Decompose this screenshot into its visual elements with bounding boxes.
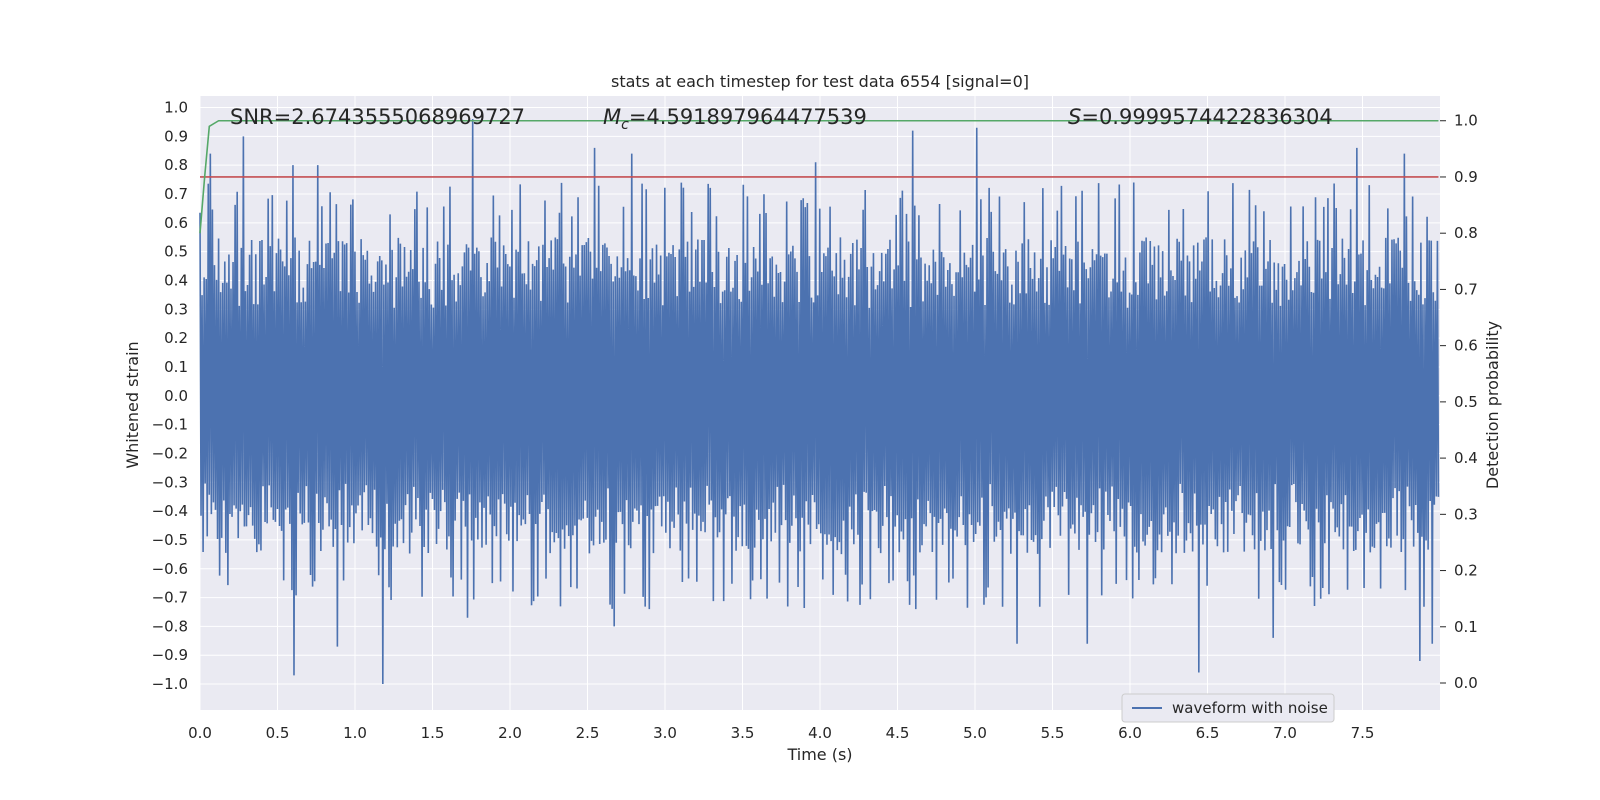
x-tick-label: 3.5 [731, 724, 755, 742]
y2-tick-label: 0.7 [1454, 280, 1478, 298]
x-axis-label: Time (s) [786, 745, 852, 764]
y-tick-label: 0.8 [164, 156, 188, 174]
y-tick-label: 0.4 [164, 271, 188, 289]
x-tick-label: 5.5 [1041, 724, 1065, 742]
x-tick-label: 6.5 [1196, 724, 1220, 742]
y2-tick-label: 0.8 [1454, 224, 1478, 242]
y-tick-label: 0.0 [164, 387, 188, 405]
y-axis-label: Whitened strain [123, 341, 142, 468]
y2-tick-label: 0.5 [1454, 393, 1478, 411]
y-tick-label: 0.3 [164, 300, 188, 318]
y2-tick-label: 0.4 [1454, 449, 1478, 467]
x-tick-label: 2.0 [498, 724, 522, 742]
x-tick-label: 1.0 [343, 724, 367, 742]
waveform-line [199, 119, 1440, 685]
chart-title: stats at each timestep for test data 655… [611, 72, 1029, 91]
x-tick-label: 3.0 [653, 724, 677, 742]
y-tick-label: −1.0 [152, 675, 188, 693]
y2-tick-label: 1.0 [1454, 112, 1478, 130]
y-tick-label: −0.9 [152, 646, 188, 664]
x-tick-label: 1.5 [421, 724, 445, 742]
y2-tick-label: 0.2 [1454, 562, 1478, 580]
y2-axis-ticks: 1.0 0.9 0.8 0.7 0.6 0.5 0.4 0.3 0.2 0.1 0.0 [1440, 112, 1478, 692]
x-tick-label: 6.0 [1118, 724, 1142, 742]
y2-tick-label: 0.3 [1454, 505, 1478, 523]
chirp-mass-annotation: Mc=4.591897964477539 [603, 105, 867, 133]
y-tick-label: 0.9 [164, 127, 188, 145]
y2-tick-label: 0.9 [1454, 168, 1478, 186]
y2-tick-label: 0.0 [1454, 674, 1478, 692]
y-tick-label: 0.2 [164, 329, 188, 347]
probability-series [199, 119, 1439, 234]
y-tick-label: −0.1 [152, 416, 188, 434]
x-tick-label: 4.0 [808, 724, 832, 742]
y-tick-label: 1.0 [164, 99, 188, 117]
x-tick-label: 7.5 [1351, 724, 1375, 742]
waveform-series [199, 119, 1440, 685]
legend-label: waveform with noise [1172, 699, 1328, 717]
y-tick-label: −0.3 [152, 473, 188, 491]
x-tick-label: 0.0 [188, 724, 212, 742]
y-tick-label: −0.5 [152, 531, 188, 549]
x-tick-label: 7.0 [1273, 724, 1297, 742]
y-axis-ticks: 1.0 0.9 0.8 0.7 0.6 0.5 0.4 0.3 0.2 0.1 0.0 −0.1 −0.… [152, 99, 188, 694]
x-tick-label: 4.5 [886, 724, 910, 742]
x-tick-label: 0.5 [266, 724, 290, 742]
y-tick-label: −0.7 [152, 589, 188, 607]
y-tick-label: 0.5 [164, 243, 188, 261]
x-axis-ticks: 0.0 0.5 1.0 1.5 2.0 2.5 3.0 3.5 4.0 4.5 5.0 5.5 6.0 6… [188, 724, 1374, 742]
y-tick-label: 0.1 [164, 358, 188, 376]
x-tick-label: 5.0 [963, 724, 987, 742]
y2-tick-label: 0.6 [1454, 337, 1478, 355]
y-tick-label: −0.4 [152, 502, 188, 520]
y-tick-label: 0.7 [164, 185, 188, 203]
detection-probability-line [199, 119, 1439, 234]
legend-box [1121, 693, 1335, 723]
y-tick-label: 0.6 [164, 214, 188, 232]
x-tick-label: 2.5 [576, 724, 600, 742]
snr-annotation: SNR=2.6743555068969727 [230, 105, 525, 129]
y-tick-label: −0.6 [152, 560, 188, 578]
score-annotation: S=0.9999574422836304 [1068, 105, 1333, 129]
y-tick-label: −0.2 [152, 444, 188, 462]
y-tick-label: −0.8 [152, 617, 188, 635]
y2-tick-label: 0.1 [1454, 618, 1478, 636]
y2-axis-label: Detection probability [1483, 321, 1502, 489]
legend: waveform with noise [1121, 693, 1335, 723]
